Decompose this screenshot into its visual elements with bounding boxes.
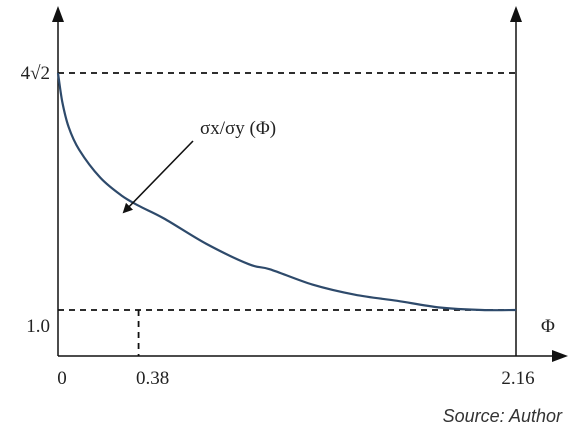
x-tick-label-0: 0 [57, 368, 67, 389]
source-note: Source: Author [442, 406, 562, 426]
y-axis-left-arrow [52, 6, 64, 22]
x-tick-label-216: 2.16 [501, 368, 534, 389]
y-tick-label-top: 4√2 [21, 63, 50, 84]
series-line [56, 72, 517, 312]
curve-annotation: σx/σy (Φ) [200, 118, 276, 139]
y-axis-right-arrow [510, 6, 522, 22]
x-axis-label: Φ [541, 316, 555, 337]
annotation-arrow [122, 140, 194, 214]
x-axis-arrow [552, 350, 568, 362]
y-tick-label-bottom: 1.0 [26, 316, 50, 337]
x-tick-label-038: 0.38 [136, 368, 169, 389]
